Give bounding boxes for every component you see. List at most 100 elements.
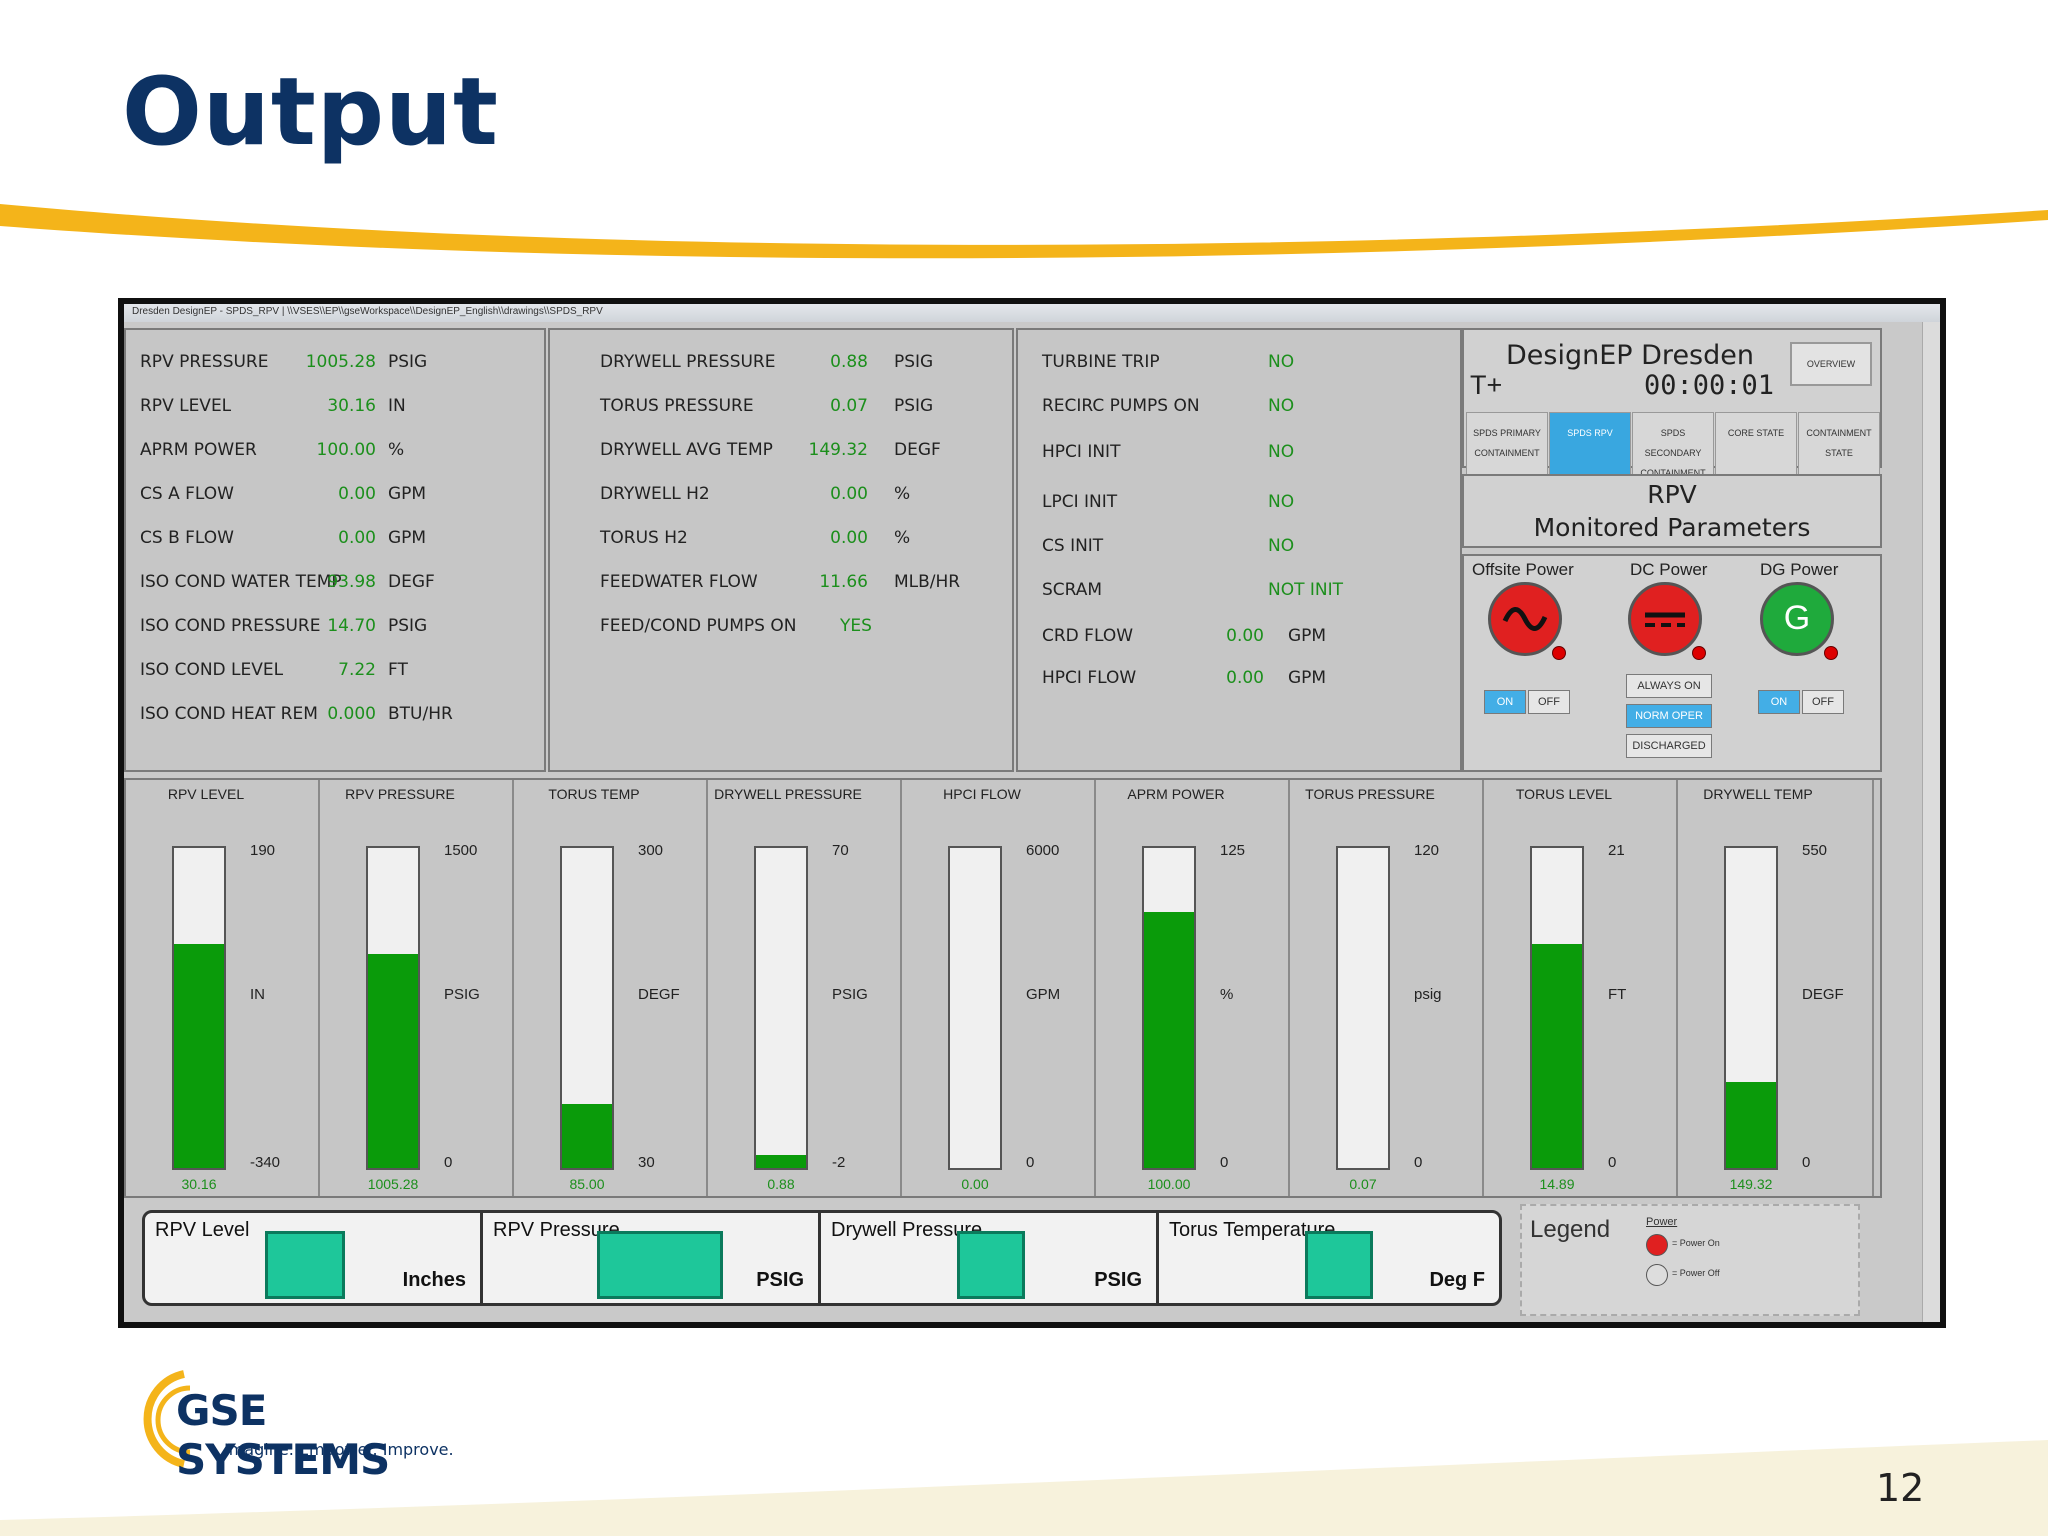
gauge-value: 14.89 [1539, 1176, 1575, 1192]
gauge-value: 85.00 [569, 1176, 605, 1192]
dc-discharged-button[interactable]: DISCHARGED [1626, 734, 1712, 758]
gauge-unit-label: IN [250, 986, 265, 1003]
power-off-legend-text: = Power Off [1672, 1268, 1720, 1278]
gauge-min-label: 0 [1608, 1154, 1617, 1171]
gauge-title: HPCI FLOW [943, 786, 1021, 802]
param-unit: PSIG [388, 616, 428, 636]
param-value: 0.00 [338, 484, 376, 504]
power-on-legend-icon [1646, 1234, 1668, 1256]
gauge-title: RPV PRESSURE [345, 786, 455, 802]
gauge-max-label: 1500 [444, 842, 478, 859]
trend-name: RPV Pressure [493, 1219, 620, 1241]
gauge-value: 149.32 [1729, 1176, 1773, 1192]
gauge-max-label: 21 [1608, 842, 1625, 859]
param-label: FEED/COND PUMPS ON [600, 616, 797, 636]
gauge-unit-label: PSIG [444, 986, 480, 1003]
param-label: RPV PRESSURE [140, 352, 269, 372]
param-label: TURBINE TRIP [1042, 352, 1160, 372]
offsite-power-icon[interactable] [1488, 582, 1562, 656]
param-row: RPV PRESSURE 1005.28 PSIG [126, 352, 544, 376]
trend-indicator [1305, 1231, 1373, 1299]
gauge-aprm-power: APRM POWER 125% 0 100.00 [1096, 780, 1290, 1196]
gauge-fill [1726, 1081, 1776, 1168]
param-label: RECIRC PUMPS ON [1042, 396, 1200, 416]
offsite-on-button[interactable]: ON [1484, 690, 1526, 714]
slide-title: Output [122, 58, 499, 167]
trend-cell-torus-temperature[interactable]: Torus Temperature Deg F [1159, 1213, 1499, 1303]
gauge-min-label: 0 [444, 1154, 453, 1171]
param-unit: BTU/HR [388, 704, 453, 724]
dg-power-icon[interactable]: G [1760, 582, 1834, 656]
param-row: ISO COND WATER TEMP 93.98 DEGF [126, 572, 544, 596]
power-off-legend-icon [1646, 1264, 1668, 1286]
gauge-max-label: 120 [1414, 842, 1440, 859]
tab-spds-rpv[interactable]: SPDS RPV [1549, 412, 1631, 478]
section-subtitle: Monitored Parameters [1533, 513, 1811, 542]
param-value: NO [1268, 536, 1295, 556]
gauge-max-label: 70 [832, 842, 849, 859]
logo-wordmark: GSE SYSTEMS [176, 1386, 390, 1484]
gauge-unit-label: GPM [1026, 986, 1061, 1003]
gauge-rpv-level: RPV LEVEL 190 IN -340 30.16 [126, 780, 320, 1196]
gauge-title: RPV LEVEL [167, 786, 245, 802]
bar-gauge-panel: RPV LEVEL 190 IN -340 30.16 RPV PRESSURE 1500 P… [124, 778, 1882, 1198]
simulation-time: 00:00:01 [1644, 370, 1775, 401]
gauge-torus-level: TORUS LEVEL 21 FT 0 14.89 [1484, 780, 1678, 1196]
trend-unit: PSIG [1094, 1269, 1142, 1291]
gauge-min-label: 0 [1220, 1154, 1229, 1171]
param-label: RPV LEVEL [140, 396, 232, 416]
trend-cell-rpv-level[interactable]: RPV Level Inches [145, 1213, 483, 1303]
param-unit: MLB/HR [894, 572, 961, 592]
gauge-torus-temp: TORUS TEMP 300 DEGF 30 85.00 [514, 780, 708, 1196]
param-unit: % [894, 484, 911, 504]
dg-off-button[interactable]: OFF [1802, 690, 1844, 714]
gauge-bar [366, 846, 420, 1170]
tab-core-state[interactable]: CORE STATE [1715, 412, 1797, 478]
containment-parameters-panel: DRYWELL PRESSURE 0.88 PSIG TORUS PRESSURE 0.… [548, 328, 1014, 772]
dg-on-button[interactable]: ON [1758, 690, 1800, 714]
trend-indicator [265, 1231, 345, 1299]
gauge-max-label: 300 [638, 842, 664, 859]
param-label: LPCI INIT [1042, 492, 1118, 512]
param-label: CS INIT [1042, 536, 1104, 556]
param-value: 0.00 [1226, 626, 1264, 646]
vertical-scrollbar[interactable] [1922, 322, 1940, 1322]
gauge-fill [1532, 944, 1582, 1168]
tab-spds-secondary-containment[interactable]: SPDS SECONDARY CONTAINMENT [1632, 412, 1714, 478]
param-value: 14.70 [327, 616, 376, 636]
param-label: SCRAM [1042, 580, 1103, 600]
logo-tagline: Imagine. Empower. Improve. [224, 1440, 454, 1459]
param-unit: GPM [388, 528, 427, 548]
param-value: YES [840, 616, 872, 636]
param-value: 0.00 [830, 484, 868, 504]
tab-spds-primary-containment[interactable]: SPDS PRIMARY CONTAINMENT [1466, 412, 1548, 478]
dg-power-label: DG Power [1760, 560, 1839, 579]
param-label: ISO COND WATER TEMP [140, 572, 342, 592]
param-unit: % [388, 440, 405, 460]
dc-always-on-button[interactable]: ALWAYS ON [1626, 674, 1712, 698]
param-value: NOT INIT [1268, 580, 1344, 600]
trend-cell-rpv-pressure[interactable]: RPV Pressure PSIG [483, 1213, 821, 1303]
trend-name: Drywell Pressure [831, 1219, 983, 1241]
param-value: 1005.28 [305, 352, 376, 372]
param-unit: DEGF [388, 572, 435, 592]
param-row: CS A FLOW 0.00 GPM [126, 484, 544, 508]
overview-button[interactable]: OVERVIEW [1790, 342, 1872, 386]
param-row: CS INIT NO [1018, 536, 1460, 560]
trend-cell-drywell-pressure[interactable]: Drywell Pressure PSIG [821, 1213, 1159, 1303]
param-value: 0.07 [830, 396, 868, 416]
param-row: TORUS H2 0.00% [550, 528, 1012, 552]
dc-power-icon[interactable] [1628, 582, 1702, 656]
gauge-value: 0.07 [1349, 1176, 1377, 1192]
gauge-title: TORUS PRESSURE [1305, 786, 1435, 802]
dc-norm-oper-button[interactable]: NORM OPER [1626, 704, 1712, 728]
param-value: 0.00 [1226, 668, 1264, 688]
logo-arc-icon [143, 1370, 191, 1468]
offsite-off-button[interactable]: OFF [1528, 690, 1570, 714]
tab-containment-state[interactable]: CONTAINMENT STATE [1798, 412, 1880, 478]
param-unit: % [894, 528, 911, 548]
param-row: TURBINE TRIP NO [1018, 352, 1460, 376]
gauge-title: TORUS TEMP [548, 786, 640, 802]
gauge-unit-label: FT [1608, 986, 1627, 1003]
gauge-title: APRM POWER [1127, 786, 1225, 802]
